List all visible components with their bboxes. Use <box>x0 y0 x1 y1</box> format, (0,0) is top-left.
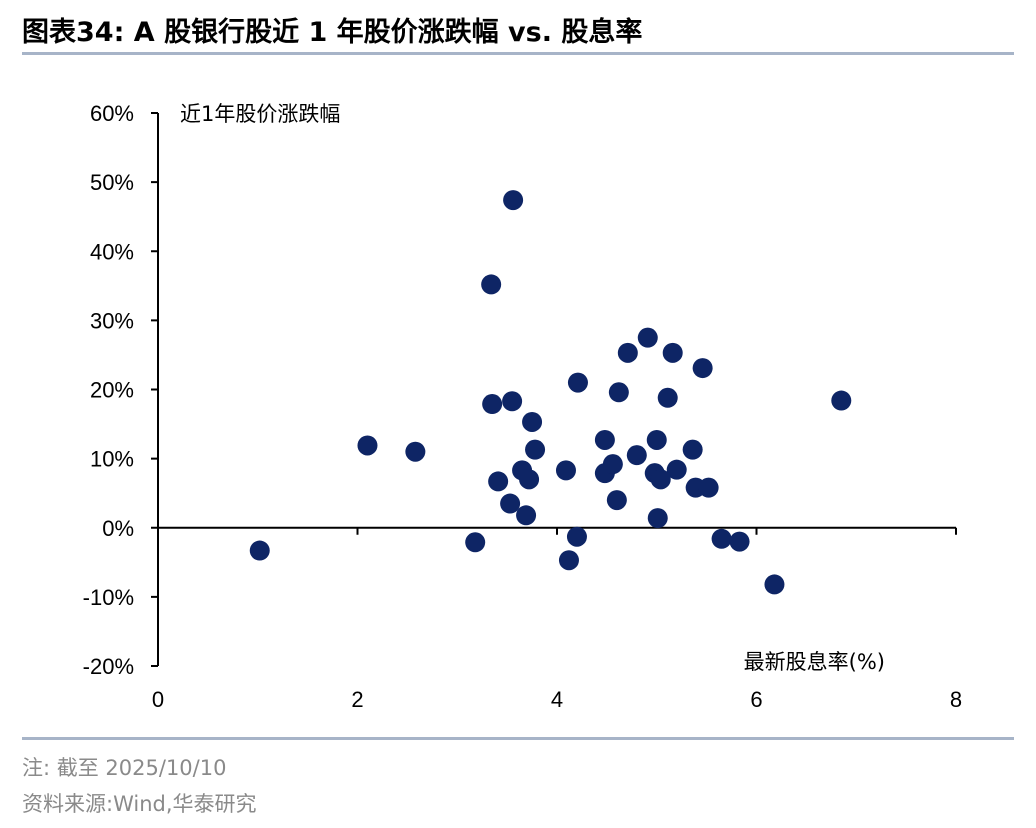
scatter-point <box>502 391 523 412</box>
scatter-point <box>525 439 546 460</box>
y-axis: -20% -10% 0% 10% 20% 30% 40% 50% 60% <box>83 101 159 679</box>
scatter-point <box>481 274 502 295</box>
scatter-point <box>657 387 678 408</box>
scatter-point <box>357 435 378 456</box>
figure-title: 图表34: A 股银行股近 1 年股价涨跌幅 vs. 股息率 <box>22 17 643 48</box>
x-axis-title: 最新股息率(%) <box>744 650 885 674</box>
scatter-point <box>249 540 270 561</box>
bottom-divider <box>22 737 1014 740</box>
scatter-point <box>666 459 687 480</box>
scatter-point <box>522 411 543 432</box>
x-tick-label: 2 <box>351 687 363 712</box>
scatter-point <box>594 429 615 450</box>
scatter-point <box>608 382 629 403</box>
scatter-point <box>617 342 638 363</box>
scatter-point <box>405 441 426 462</box>
scatter-chart: -20% -10% 0% 10% 20% 30% 40% 50% 60% 0 2 4 6 8 近1年股价… <box>83 101 962 712</box>
scatter-point <box>646 429 667 450</box>
x-tick-label: 8 <box>950 687 962 712</box>
scatter-point <box>488 471 509 492</box>
y-tick-label: 30% <box>90 308 134 333</box>
scatter-point <box>831 390 852 411</box>
scatter-point <box>555 460 576 481</box>
scatter-point <box>500 493 521 514</box>
source-note: 资料来源:Wind,华泰研究 <box>22 792 257 816</box>
y-axis-title: 近1年股价涨跌幅 <box>180 102 340 126</box>
scatter-point <box>606 490 627 511</box>
top-divider <box>22 52 1014 55</box>
scatter-point <box>465 532 486 553</box>
scatter-point <box>650 469 671 490</box>
scatter-point <box>519 469 540 490</box>
scatter-point <box>647 508 668 529</box>
y-tick-label: 10% <box>90 447 134 472</box>
scatter-point <box>764 574 785 595</box>
y-tick-label: -20% <box>83 654 134 679</box>
scatter-point <box>711 528 732 549</box>
x-tick-label: 6 <box>750 687 762 712</box>
x-tick-label: 0 <box>152 687 164 712</box>
scatter-point <box>729 531 750 552</box>
scatter-point <box>662 342 683 363</box>
scatter-point <box>602 454 623 475</box>
y-tick-label: 50% <box>90 170 134 195</box>
y-tick-label: 60% <box>90 101 134 126</box>
scatter-point <box>566 526 587 547</box>
x-axis: 0 2 4 6 8 <box>152 526 962 712</box>
scatter-point <box>567 372 588 393</box>
scatter-point <box>626 445 647 466</box>
scatter-point <box>692 358 713 379</box>
y-tick-label: -10% <box>83 585 134 610</box>
scatter-point <box>682 439 703 460</box>
scatter-point <box>503 190 524 211</box>
scatter-point <box>637 327 658 348</box>
footnote: 注: 截至 2025/10/10 <box>22 756 227 780</box>
scatter-point <box>698 477 719 498</box>
scatter-points <box>249 190 852 595</box>
y-tick-label: 40% <box>90 239 134 264</box>
y-tick-label: 0% <box>102 516 134 541</box>
scatter-point <box>482 394 503 415</box>
scatter-point <box>558 550 579 571</box>
scatter-point <box>516 505 537 526</box>
y-tick-label: 20% <box>90 378 134 403</box>
x-tick-label: 4 <box>551 687 563 712</box>
